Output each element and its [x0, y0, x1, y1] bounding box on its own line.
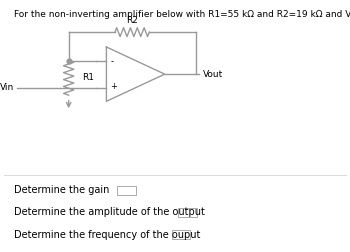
Bar: [178, 208, 197, 217]
Text: For the non-inverting amplifier below with R1=55 kΩ and R2=19 kΩ and Vin(t)=4sin: For the non-inverting amplifier below wi…: [14, 10, 350, 19]
Text: Determine the gain: Determine the gain: [14, 185, 109, 195]
Text: +: +: [111, 82, 117, 91]
Text: Determine the frequency of the ouput: Determine the frequency of the ouput: [14, 230, 200, 240]
Bar: [117, 185, 135, 195]
Bar: [172, 230, 190, 239]
Text: -: -: [111, 57, 113, 66]
Text: R1: R1: [82, 73, 95, 82]
Text: Vin: Vin: [0, 83, 14, 92]
Text: Determine the amplitude of the output: Determine the amplitude of the output: [14, 207, 205, 217]
Text: Vout: Vout: [202, 70, 223, 79]
Text: R2: R2: [126, 16, 138, 25]
